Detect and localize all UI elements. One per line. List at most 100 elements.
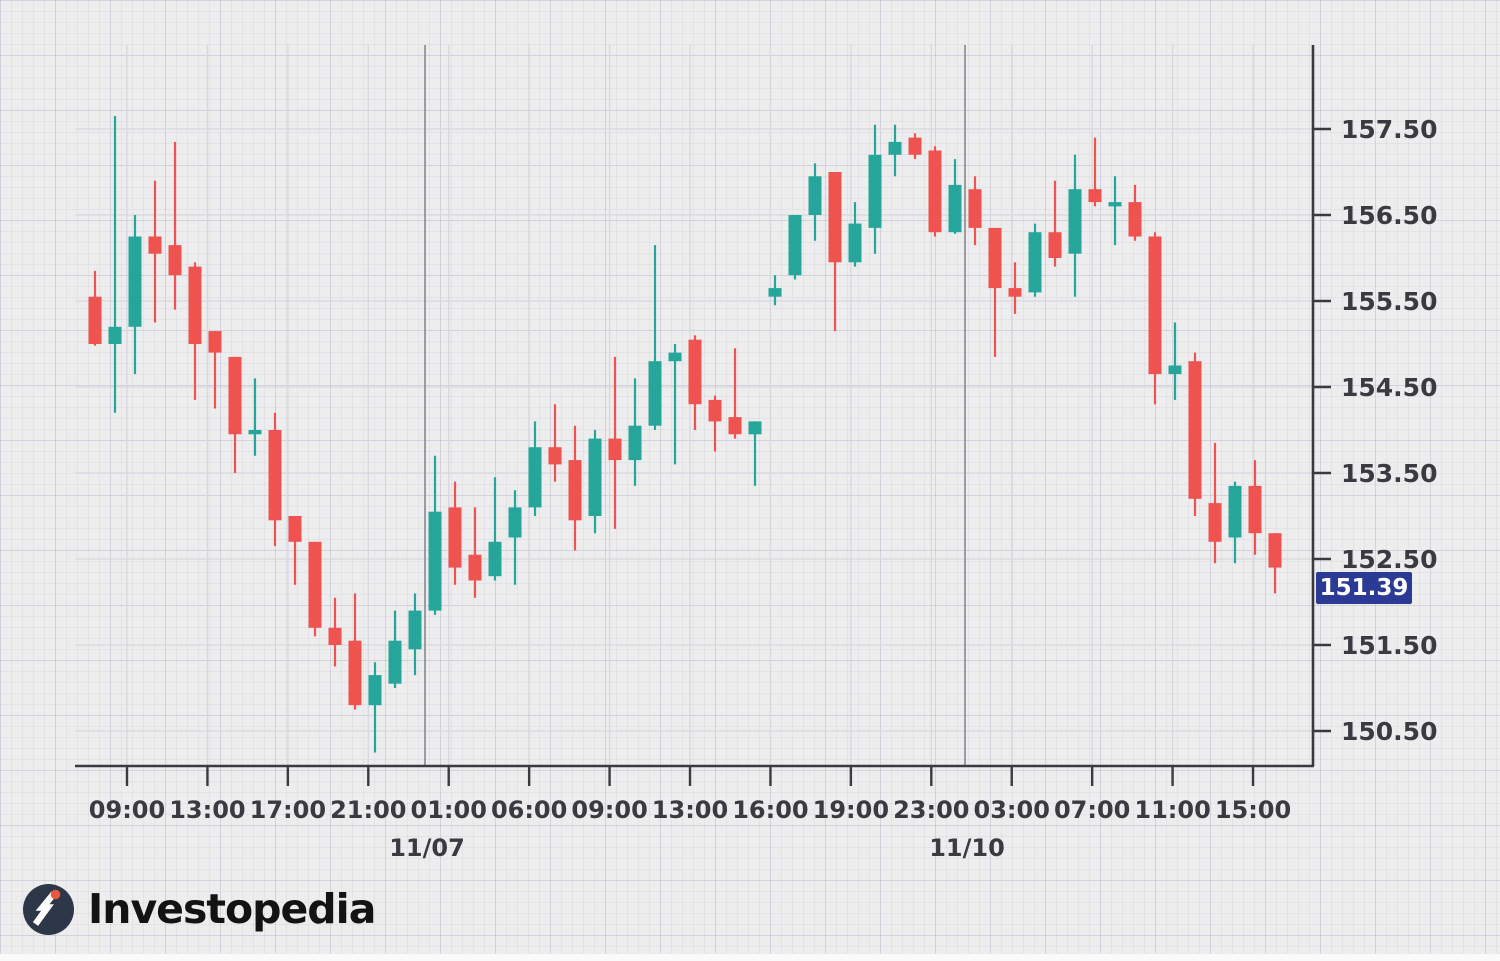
y-axis: 157.50156.50155.50154.50153.50152.50151.… — [1313, 115, 1437, 746]
candle — [1168, 322, 1182, 400]
bottom-edge — [0, 954, 1500, 961]
y-axis-label: 157.50 — [1341, 115, 1437, 144]
candle — [828, 172, 842, 332]
candle — [1208, 442, 1222, 564]
x-axis-label: 16:00 — [732, 796, 808, 824]
candle — [388, 610, 402, 688]
candle — [728, 348, 742, 439]
candle — [1128, 184, 1142, 241]
candle — [568, 425, 582, 551]
last-price-badge: 151.39 — [1316, 572, 1412, 604]
candle — [288, 516, 302, 585]
candle — [148, 180, 162, 323]
logo-dot — [50, 889, 61, 900]
candle — [188, 262, 202, 400]
candle — [688, 335, 702, 430]
investopedia-i-icon — [23, 884, 74, 935]
candle — [1148, 232, 1162, 405]
candle — [468, 507, 482, 598]
candle — [1068, 154, 1082, 297]
candle — [708, 395, 722, 452]
candle — [448, 481, 462, 585]
y-axis-label: 154.50 — [1341, 373, 1437, 402]
candle — [748, 421, 762, 486]
x-axis-label: 06:00 — [491, 796, 567, 824]
logo-text: Investopedia — [88, 885, 376, 933]
candle — [248, 378, 262, 456]
candle — [948, 159, 962, 234]
candle — [928, 146, 942, 237]
candle — [128, 215, 142, 375]
candle — [328, 597, 342, 667]
candle — [1228, 481, 1242, 564]
candle — [848, 202, 862, 267]
candle — [1088, 137, 1102, 207]
candle — [108, 116, 122, 413]
x-axis-label: 09:00 — [571, 796, 647, 824]
v-gridlines — [126, 45, 1254, 766]
candle — [1028, 223, 1042, 297]
candle — [528, 421, 542, 516]
x-axis-label: 15:00 — [1215, 796, 1291, 824]
candle — [808, 163, 822, 241]
candle — [548, 404, 562, 482]
x-axis-label: 13:00 — [169, 796, 245, 824]
candle — [668, 344, 682, 465]
candle — [868, 124, 882, 254]
candle — [1008, 262, 1022, 314]
logo-zigzag-glyph — [32, 891, 57, 926]
y-axis-label: 156.50 — [1341, 201, 1437, 230]
date-label: 11/07 — [389, 834, 465, 862]
candle — [488, 477, 502, 581]
x-axis-label: 19:00 — [813, 796, 889, 824]
candle — [648, 245, 662, 430]
y-axis-label: 151.50 — [1341, 631, 1437, 660]
h-gridlines — [75, 128, 1313, 732]
candle — [1268, 533, 1282, 594]
y-axis-label: 152.50 — [1341, 545, 1437, 574]
candle — [348, 593, 362, 710]
date-label: 11/10 — [929, 834, 1005, 862]
candle — [628, 378, 642, 486]
x-axis-label: 23:00 — [893, 796, 969, 824]
x-axis-label: 01:00 — [411, 796, 487, 824]
x-axis-label: 11:00 — [1134, 796, 1210, 824]
x-axis-label: 09:00 — [89, 796, 165, 824]
candle — [888, 124, 902, 177]
x-axis-label: 13:00 — [652, 796, 728, 824]
y-axis-label: 153.50 — [1341, 459, 1437, 488]
x-axis-label: 17:00 — [250, 796, 326, 824]
candle — [508, 490, 522, 585]
candle — [88, 270, 102, 346]
candles — [88, 116, 1282, 753]
x-axis-label: 07:00 — [1054, 796, 1130, 824]
candle — [1188, 352, 1202, 516]
candle — [228, 356, 242, 473]
candle — [308, 541, 322, 637]
day-separators — [424, 45, 966, 766]
candle — [1108, 176, 1122, 246]
candle — [428, 455, 442, 615]
investopedia-watermark: Investopedia — [22, 883, 376, 936]
candle — [768, 275, 782, 306]
candle — [788, 215, 802, 280]
y-axis-label: 150.50 — [1341, 717, 1437, 746]
candle — [908, 133, 922, 160]
candle — [608, 356, 622, 529]
candle — [1248, 460, 1262, 555]
candle — [588, 430, 602, 534]
candle — [168, 141, 182, 310]
candle — [368, 662, 382, 753]
candle — [1048, 180, 1062, 267]
x-axis: 09:00 13:00 17:00 21:00 01:00 06:00 09:00 13:00… — [89, 766, 1291, 824]
candle — [408, 593, 422, 676]
x-axis-label: 21:00 — [330, 796, 406, 824]
candle — [268, 412, 282, 547]
candle — [968, 176, 982, 246]
y-axis-label: 155.50 — [1341, 287, 1437, 316]
date-labels: 11/07 11/10 — [389, 834, 1005, 862]
x-axis-label: 03:00 — [974, 796, 1050, 824]
candle — [208, 331, 222, 409]
